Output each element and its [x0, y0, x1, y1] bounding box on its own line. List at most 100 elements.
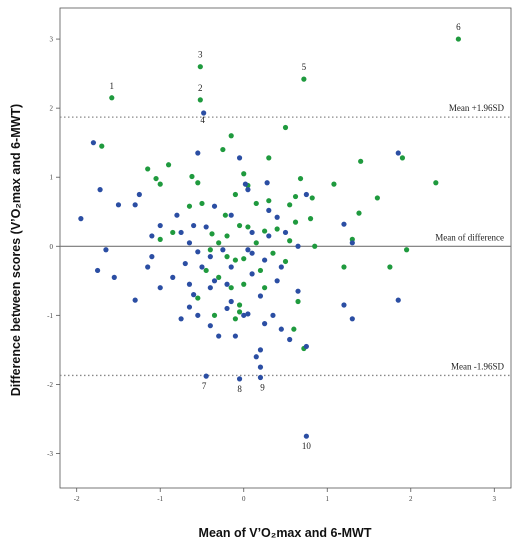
data-point: [292, 193, 299, 200]
data-point: [94, 267, 101, 274]
data-point: [287, 238, 293, 244]
data-point: [220, 146, 226, 153]
data-point: [349, 316, 355, 322]
data-point: [145, 264, 151, 270]
data-point: [178, 316, 184, 322]
data-point: [312, 243, 318, 249]
y-tick-label: 0: [50, 243, 54, 251]
data-point: [207, 247, 213, 253]
data-point: [157, 181, 163, 187]
data-point: [195, 312, 201, 318]
data-point: [97, 187, 103, 193]
data-point: [295, 298, 301, 305]
data-point: [241, 171, 247, 177]
y-tick-label: -1: [47, 312, 53, 320]
data-point: [224, 254, 230, 260]
data-point: [228, 285, 234, 291]
data-point: [216, 240, 222, 246]
data-point: [245, 224, 251, 230]
point-number-label: 4: [200, 115, 205, 125]
data-point: [199, 200, 205, 207]
data-point: [149, 233, 155, 239]
data-point: [165, 162, 172, 168]
y-ticks: -3 -2 -1 0 1 2 3: [47, 36, 60, 458]
data-point: [203, 224, 209, 230]
data-point: [274, 226, 280, 232]
data-point: [341, 264, 347, 270]
data-point: [224, 233, 230, 239]
data-point: [278, 326, 284, 332]
data-point: [270, 250, 276, 256]
data-point: [236, 309, 243, 315]
data-point: [216, 274, 222, 280]
data-point: [132, 202, 138, 208]
data-point: [349, 240, 355, 246]
data-point: [90, 140, 97, 146]
data-point: [153, 175, 159, 182]
data-point: [195, 180, 201, 186]
data-point: [387, 264, 393, 270]
data-point: [264, 180, 270, 186]
data-point: [216, 333, 222, 339]
data-point: [195, 295, 201, 301]
point-number-label: 8: [237, 384, 242, 394]
data-point: [186, 304, 193, 310]
data-point: [301, 76, 307, 82]
data-point: [191, 222, 197, 229]
x-tick-label: 1: [326, 495, 330, 503]
data-point: [186, 240, 193, 246]
data-point: [170, 274, 176, 280]
data-point: [331, 181, 337, 187]
data-point: [341, 302, 347, 308]
data-point: [395, 150, 401, 156]
data-point: [236, 376, 243, 382]
y-tick-label: -2: [47, 381, 53, 389]
data-point: [303, 343, 309, 350]
data-point: [274, 214, 280, 220]
data-point: [399, 155, 406, 161]
data-point: [266, 207, 272, 213]
y-tick-label: 2: [50, 105, 54, 113]
point-number-label: 5: [302, 62, 307, 72]
data-point: [232, 191, 238, 198]
data-point: [132, 297, 138, 303]
data-point: [174, 212, 180, 218]
point-number-label: 10: [302, 441, 312, 451]
data-point: [241, 256, 247, 262]
data-point: [211, 312, 218, 318]
x-axis-title: Mean of V’O₂max and 6-MWT: [199, 526, 372, 540]
data-point: [195, 249, 201, 255]
point-number-label: 7: [202, 381, 207, 391]
data-point: [207, 323, 213, 329]
plot-frame: [59, 7, 512, 489]
data-point: [228, 133, 234, 139]
data-point: [191, 292, 197, 298]
data-point: [245, 311, 251, 317]
y-tick-label: 3: [50, 36, 54, 44]
data-point: [282, 229, 289, 236]
data-points: [78, 36, 461, 439]
data-point: [374, 195, 380, 201]
data-point: [249, 229, 255, 236]
data-point: [257, 374, 264, 381]
data-point: [297, 175, 304, 182]
data-point: [282, 124, 289, 131]
data-point: [236, 155, 243, 161]
data-point: [149, 254, 155, 260]
data-point: [201, 110, 207, 116]
data-point: [197, 97, 203, 103]
x-tick-label: -2: [74, 495, 80, 503]
data-point: [262, 285, 268, 291]
x-tick-label: 3: [493, 495, 497, 503]
data-point: [157, 236, 163, 242]
data-point: [253, 354, 259, 360]
data-point: [242, 181, 249, 187]
data-point: [109, 95, 115, 101]
data-point: [157, 222, 163, 229]
data-point: [207, 285, 213, 291]
data-point: [341, 221, 347, 227]
data-point: [262, 321, 268, 327]
data-point: [249, 271, 255, 277]
data-point: [186, 203, 193, 209]
